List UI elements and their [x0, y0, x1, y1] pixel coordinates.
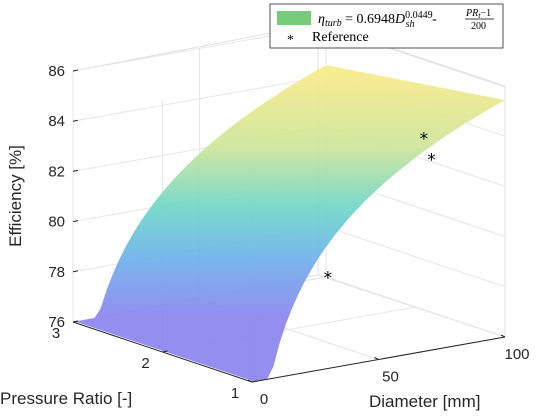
x-tick-label: 0: [260, 391, 268, 408]
z-gridline: [325, 226, 506, 288]
y-tick-label: 2: [141, 355, 149, 372]
legend-fraction-denominator: 200: [471, 21, 486, 32]
z-tick-label: 86: [48, 63, 65, 80]
y-tick-mark: [162, 350, 168, 353]
x-tick-mark: [247, 379, 253, 383]
reference-markers: ***: [324, 129, 436, 288]
x-tick-label: 100: [504, 346, 529, 363]
legend-surface-label: ηturb = 0.6948D0.0449 sh -: [318, 10, 437, 30]
z-tick-mark: [72, 220, 79, 223]
z-axis-label: Efficiency [%]: [6, 145, 25, 247]
y-tick-mark: [251, 380, 258, 383]
x-tick-mark: [374, 357, 379, 360]
z-tick-mark: [72, 69, 79, 72]
z-tick-label: 80: [48, 214, 65, 231]
z-tick-label: 84: [48, 113, 65, 130]
legend-fraction-numerator: PRt−1: [465, 8, 491, 20]
z-tick-label: 82: [48, 163, 65, 180]
y-tick-label: 1: [231, 385, 239, 402]
reference-point: *: [427, 151, 436, 171]
x-tick-mark: [500, 334, 506, 338]
efficiency-surface: [75, 65, 505, 382]
legend-reference-label: Reference: [312, 30, 369, 45]
tick-marks: 76 78 80 82 84 86 0 50 100 1 2 3: [48, 63, 529, 408]
z-tick-mark: [72, 169, 79, 172]
x-tick-label: 50: [382, 369, 399, 386]
legend: ηturb = 0.6948D0.0449 sh - PRt−1 200 * Re…: [269, 3, 504, 49]
reference-point: *: [324, 269, 333, 289]
x-axis-label: Diameter [mm]: [369, 392, 480, 411]
legend-reference-marker: *: [287, 33, 294, 48]
reference-point: *: [420, 129, 429, 149]
z-tick-label: 76: [48, 314, 65, 331]
z-tick-mark: [72, 119, 79, 122]
y-tick-mark: [72, 320, 79, 323]
y-axis-label: Pressure Ratio [-]: [0, 389, 132, 408]
z-tick-label: 78: [48, 264, 65, 281]
legend-surface-swatch: [277, 11, 311, 25]
z-tick-mark: [72, 270, 79, 273]
y-tick-label: 3: [52, 325, 60, 342]
